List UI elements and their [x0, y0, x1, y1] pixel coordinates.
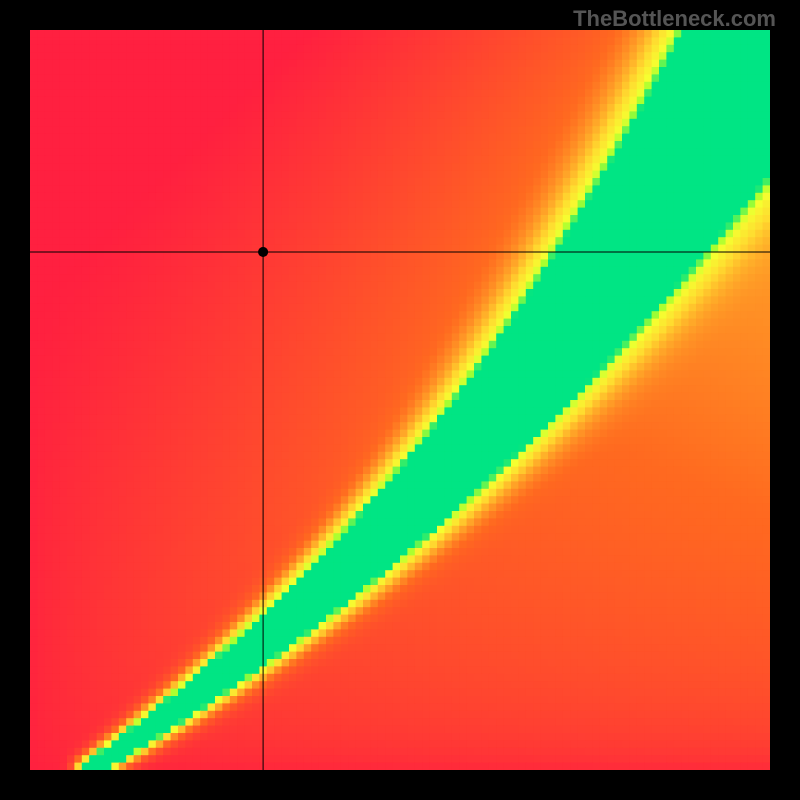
watermark-text: TheBottleneck.com	[573, 6, 776, 32]
bottleneck-heatmap	[30, 30, 770, 770]
chart-container: TheBottleneck.com	[0, 0, 800, 800]
